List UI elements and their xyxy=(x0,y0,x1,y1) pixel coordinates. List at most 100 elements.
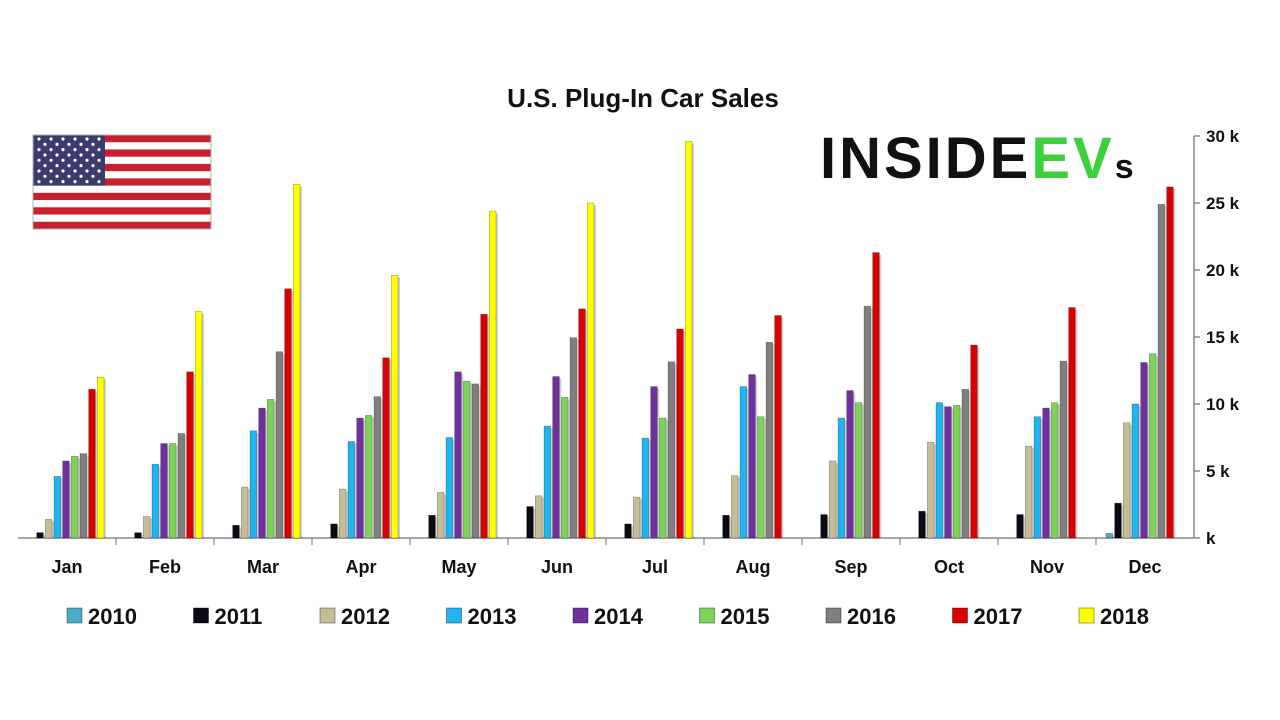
bar xyxy=(186,371,196,539)
legend-swatch xyxy=(193,607,209,624)
legend-swatch xyxy=(572,607,589,624)
legend-swatch xyxy=(699,607,715,624)
bar xyxy=(659,417,668,539)
legend-item: 2013 xyxy=(446,604,517,629)
bar xyxy=(339,488,348,539)
legend-label: 2015 xyxy=(721,604,770,629)
y-tick-label: 20 k xyxy=(1206,261,1240,280)
bar xyxy=(391,275,400,539)
bar xyxy=(258,407,268,539)
bar xyxy=(650,386,660,539)
bar xyxy=(1059,360,1069,539)
y-tick-label: 30 k xyxy=(1206,127,1240,146)
bar xyxy=(347,441,357,539)
bar xyxy=(1016,514,1026,539)
bar xyxy=(480,313,490,539)
bar xyxy=(356,417,366,539)
bar xyxy=(1166,186,1176,539)
category-label: Sep xyxy=(834,557,867,577)
bar xyxy=(722,514,732,539)
legend-label: 2017 xyxy=(974,604,1023,629)
legend-swatch xyxy=(952,607,968,624)
bar xyxy=(160,443,170,539)
bar xyxy=(79,453,89,539)
bar xyxy=(1157,204,1167,539)
legend-item: 2014 xyxy=(572,604,644,629)
bar xyxy=(927,441,936,539)
bar xyxy=(62,460,72,539)
bar xyxy=(71,455,80,539)
category-label: Apr xyxy=(346,557,377,577)
insideevs-logo: INSIDEEVs xyxy=(820,126,1137,191)
legend-item: 2016 xyxy=(825,604,896,629)
legend: 2010 2011 2012 2013 2014 2015 2016 2017 2018 xyxy=(66,604,1149,629)
bar xyxy=(275,351,285,539)
bar xyxy=(134,532,144,539)
legend-label: 2011 xyxy=(215,604,263,629)
bar xyxy=(1042,407,1052,539)
bar xyxy=(169,443,178,539)
bar xyxy=(1114,502,1124,539)
bar xyxy=(855,402,864,539)
bar xyxy=(97,376,106,539)
bar xyxy=(918,510,928,539)
legend-item: 2012 xyxy=(319,604,390,629)
bar xyxy=(330,523,340,539)
bar xyxy=(624,523,634,539)
bar xyxy=(578,308,588,539)
legend-label: 2016 xyxy=(847,604,896,629)
y-tick-label: k xyxy=(1206,529,1216,548)
bar xyxy=(489,210,498,539)
legend-swatch xyxy=(446,607,462,624)
category-label: Jul xyxy=(642,557,668,577)
bar xyxy=(935,402,945,539)
legend-label: 2012 xyxy=(341,604,390,629)
logo-text-main: INSIDE xyxy=(820,126,1031,191)
legend-swatch xyxy=(825,607,842,624)
bar xyxy=(1140,362,1150,539)
bar xyxy=(1033,416,1043,539)
bar xyxy=(535,495,544,539)
bar xyxy=(569,337,579,539)
bar xyxy=(774,315,784,539)
bar xyxy=(284,288,294,539)
bar xyxy=(267,399,276,539)
bar xyxy=(36,532,46,539)
bar xyxy=(757,416,766,539)
bar xyxy=(249,430,259,539)
bar xyxy=(1051,402,1060,539)
category-label: Oct xyxy=(934,557,964,577)
bar xyxy=(1123,422,1132,539)
category-label: Dec xyxy=(1128,557,1161,577)
bar xyxy=(739,386,749,539)
category-label: May xyxy=(441,557,476,577)
bar xyxy=(1105,533,1115,539)
logo-text-tail: s xyxy=(1115,148,1137,186)
legend-item: 2017 xyxy=(952,604,1023,629)
bar xyxy=(829,460,838,539)
category-labels: Jan Feb Mar Apr May Jun Jul Aug Sep Oct Nov Dec xyxy=(51,557,1161,577)
legend-swatch xyxy=(319,607,336,624)
bar xyxy=(667,361,677,539)
bar xyxy=(428,514,438,539)
axes: k 5 k 10 k 15 k 20 k 25 k 30 k xyxy=(18,127,1240,548)
legend-label: 2010 xyxy=(88,604,137,629)
bar xyxy=(293,183,302,539)
legend-label: 2014 xyxy=(594,604,644,629)
bar xyxy=(748,374,758,539)
legend-item: 2011 xyxy=(193,604,263,629)
y-tick-label: 5 k xyxy=(1206,462,1230,481)
legend-label: 2013 xyxy=(468,604,517,629)
logo-text-accent: EV xyxy=(1031,126,1114,191)
y-tick-label: 25 k xyxy=(1206,194,1240,213)
bar xyxy=(846,390,856,539)
y-tick-label: 10 k xyxy=(1206,395,1240,414)
bar xyxy=(587,202,596,539)
bar xyxy=(676,328,686,539)
bar xyxy=(471,383,481,539)
category-label: Jun xyxy=(541,557,573,577)
bar xyxy=(685,141,694,539)
bar xyxy=(944,406,954,539)
legend-swatch xyxy=(1078,607,1095,624)
